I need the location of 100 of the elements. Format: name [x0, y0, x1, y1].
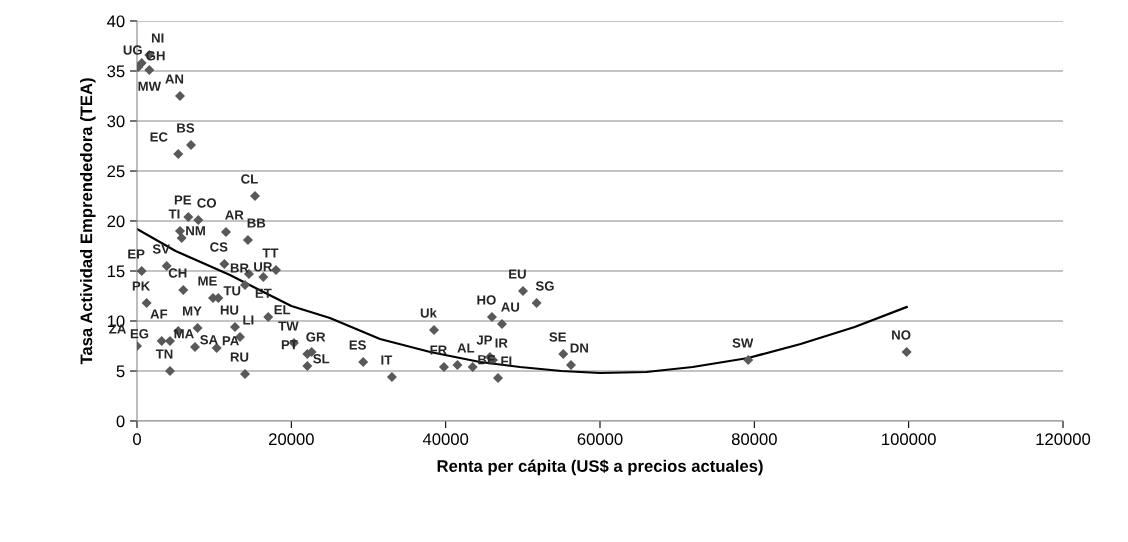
data-label: TN: [155, 349, 173, 359]
data-label: BE: [478, 355, 496, 365]
data-label: AL: [457, 343, 475, 353]
point: [192, 322, 203, 334]
point: [517, 285, 528, 297]
data-label: SE: [549, 332, 566, 342]
point: [358, 356, 369, 368]
data-label: NO: [892, 330, 911, 340]
data-label: EU: [509, 269, 526, 279]
x-axis-title: Renta per cápita (US$ a precios actuales): [437, 459, 763, 476]
data-label: LI: [243, 315, 254, 325]
data-label: Uk: [420, 307, 437, 318]
point: [496, 318, 508, 330]
data-label: EG: [130, 329, 149, 339]
data-label: DN: [570, 343, 588, 353]
data-label: FR: [430, 345, 447, 355]
data-label: SG: [535, 281, 554, 291]
data-label: EL: [274, 305, 291, 315]
data-label: UG: [123, 45, 142, 55]
point: [486, 311, 497, 323]
point: [141, 297, 152, 309]
data-label: SA: [200, 335, 218, 345]
point: [263, 311, 274, 323]
data-label: FI: [501, 356, 512, 366]
point: [249, 190, 260, 202]
data-label: AR: [225, 210, 244, 220]
point: [193, 214, 204, 226]
y-tick-label: 20: [107, 215, 125, 228]
y-axis-title: Tasa Actividad Emprendedora (TEA): [80, 78, 96, 365]
y-tick-label: 15: [107, 265, 125, 278]
point: [492, 372, 503, 384]
point: [156, 335, 167, 347]
point: [174, 225, 185, 237]
y-tick-label: 25: [107, 165, 125, 178]
point: [176, 232, 187, 244]
data-label: TT: [262, 248, 279, 258]
x-tick-label: 40000: [422, 433, 469, 446]
data-label: CO: [197, 198, 217, 208]
data-label: ES: [349, 340, 366, 350]
data-label: PK: [132, 281, 151, 291]
data-label: PE: [174, 195, 192, 205]
y-tick-label: 30: [107, 115, 125, 128]
data-label: MY: [183, 306, 202, 316]
point: [452, 359, 463, 371]
data-label: AF: [150, 309, 168, 319]
point: [531, 297, 542, 309]
data-label: TU: [223, 286, 241, 296]
point: [565, 359, 576, 371]
y-tick-label: 0: [116, 415, 125, 428]
point: [258, 271, 269, 283]
data-label: CH: [168, 268, 187, 278]
data-label: CL: [241, 174, 258, 184]
point: [901, 346, 912, 358]
point: [229, 321, 241, 333]
data-label: HU: [220, 305, 239, 315]
y-tick-label: 5: [116, 365, 125, 378]
data-label: TW: [278, 321, 299, 331]
data-label: IR: [495, 338, 508, 348]
point: [302, 360, 313, 372]
data-label: GR: [306, 332, 326, 342]
data-label: MA: [174, 329, 194, 339]
data-label: MW: [138, 81, 162, 91]
data-label: SV: [152, 244, 170, 254]
x-tick-label: 120000: [1036, 433, 1091, 446]
point: [438, 361, 449, 373]
point: [190, 341, 201, 353]
data-label: BR: [230, 263, 249, 273]
point: [183, 211, 194, 223]
data-label: EC: [150, 132, 168, 142]
point: [467, 361, 478, 373]
point: [165, 335, 176, 347]
point: [174, 90, 185, 102]
x-tick-label: 80000: [731, 433, 777, 446]
data-label: TI: [168, 209, 180, 219]
data-label: AN: [165, 74, 184, 84]
x-tick-label: 0: [133, 433, 141, 446]
point: [743, 354, 754, 366]
y-tick-label: 40: [107, 15, 125, 28]
data-label: CS: [210, 242, 228, 252]
data-label: EP: [128, 249, 145, 259]
point: [240, 279, 251, 291]
point: [137, 265, 147, 277]
data-label: AU: [501, 302, 520, 312]
point: [386, 371, 397, 383]
y-tick-label: 35: [107, 65, 125, 78]
x-tick-label: 100000: [882, 433, 936, 446]
data-label: BS: [177, 123, 195, 133]
point: [219, 258, 230, 270]
point: [242, 234, 253, 246]
point: [558, 348, 569, 360]
data-label: BB: [247, 218, 266, 228]
point: [144, 64, 155, 76]
point: [220, 226, 231, 238]
x-tick-label: 20000: [269, 433, 314, 446]
data-label: SW: [732, 338, 754, 348]
data-label: JP: [476, 335, 493, 345]
point: [240, 368, 251, 380]
data-label: HO: [477, 295, 496, 305]
data-label: SL: [313, 354, 330, 364]
point: [178, 284, 189, 296]
